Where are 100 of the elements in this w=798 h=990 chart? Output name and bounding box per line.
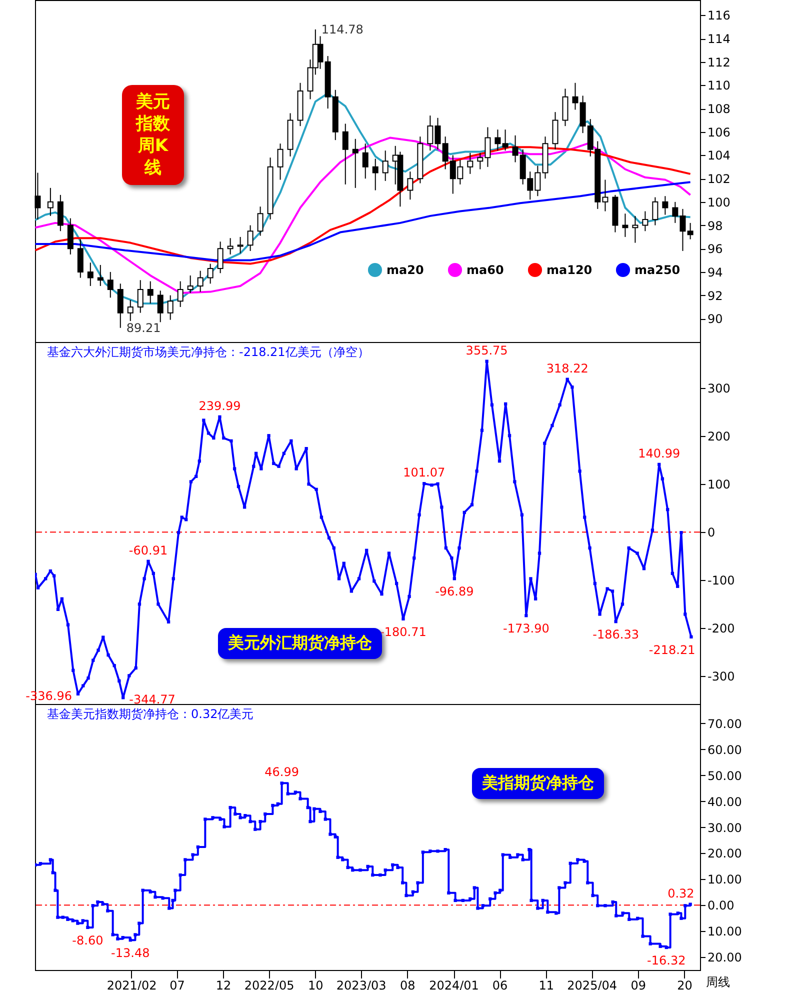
x-tick-label: 09 [630, 978, 646, 990]
annotation: 0.32 [668, 886, 694, 900]
candlestick [117, 283, 124, 328]
candlestick [167, 294, 174, 320]
y-tick-label: 40.00 [708, 794, 742, 809]
line-series [35, 181, 692, 262]
candlestick [177, 280, 184, 308]
y-tick-label: 300 [708, 382, 730, 396]
y-tick-label: 10.00 [708, 924, 742, 939]
annotation: 89.21 [126, 320, 161, 335]
annotation: -96.89 [435, 584, 474, 599]
candlestick [77, 238, 84, 278]
y-tick-label: 90 [708, 312, 723, 326]
candlestick [57, 194, 64, 232]
y-tick-label: 70.00 [708, 716, 742, 731]
candlestick [237, 236, 244, 254]
annotation: -60.91 [128, 543, 168, 558]
candlestick [622, 213, 628, 238]
candlestick [137, 280, 144, 314]
legend-label: ma120 [546, 262, 592, 277]
y-tick-label: 100 [708, 195, 730, 210]
x-tick-label: 12 [216, 978, 232, 990]
candlestick [247, 224, 254, 252]
y-tick-label: 92 [708, 288, 723, 303]
candlestick [502, 129, 508, 152]
label-box: 美指期货净持仓 [472, 768, 604, 799]
y-tick-label: 116 [708, 8, 730, 23]
x-tick-label: 07 [170, 978, 185, 990]
y-tick-label: 30.00 [708, 820, 742, 835]
candlestick [562, 88, 568, 127]
candlestick [67, 218, 74, 255]
candlestick [157, 290, 164, 323]
candlestick [207, 263, 214, 284]
candlestick [382, 150, 388, 182]
y-tick-label: 0 [708, 526, 716, 540]
annotation: 355.75 [466, 343, 508, 358]
chart-title: 基金六大外汇期货市场美元净持仓：-218.21亿美元（净空） [47, 345, 370, 359]
y-tick-label: 50.00 [708, 768, 742, 783]
annotation: -16.32 [647, 953, 686, 968]
y-tick-label: 200 [708, 430, 730, 444]
candlestick [467, 152, 474, 174]
candlestick [407, 171, 414, 200]
y-tick-label: 60.00 [708, 742, 742, 757]
label-box: 美元指数周K线 [122, 85, 184, 185]
y-tick-label: 100 [708, 478, 730, 492]
candlestick [572, 82, 578, 110]
chart-title: 基金美元指数期货净持仓：0.32亿美元 [47, 707, 254, 721]
y-tick-label: 104 [708, 148, 730, 163]
x-tick-label: 10 [308, 978, 324, 990]
candlestick [642, 210, 648, 232]
legend-label: ma20 [386, 262, 424, 277]
y-tick-label: 96 [708, 242, 723, 256]
candlestick [372, 158, 378, 191]
y-tick-label: -200 [708, 622, 735, 636]
candlestick [97, 264, 104, 286]
x-tick-label: 11 [538, 978, 554, 990]
y-tick-label: -300 [708, 670, 735, 684]
candlestick [662, 196, 668, 216]
candlestick [427, 115, 434, 152]
label-box: 美元外汇期货净持仓 [218, 628, 382, 659]
y-tick-label: -100 [708, 574, 735, 588]
candlestick [652, 196, 658, 226]
x-tick-label: 06 [492, 978, 508, 990]
y-tick-label: 94 [708, 265, 723, 280]
y-tick-label: 106 [708, 125, 730, 140]
y-tick-label: 98 [708, 218, 723, 233]
annotation: 318.22 [546, 361, 588, 376]
candlestick [47, 187, 54, 216]
annotation: -186.33 [592, 628, 639, 642]
annotation: -13.48 [111, 946, 150, 960]
candlestick [227, 238, 234, 255]
y-tick-label: 112 [708, 55, 730, 70]
candlestick [632, 215, 638, 244]
y-tick-label: 108 [708, 102, 730, 116]
legend-label: ma250 [634, 262, 680, 277]
y-tick-label: 0.00 [708, 898, 734, 913]
x-tick-label: 08 [400, 978, 416, 990]
candlestick [352, 138, 358, 188]
y-tick-label: 20.00 [708, 950, 742, 965]
candlestick [552, 112, 558, 150]
candlestick [257, 206, 264, 236]
text: 周线 [706, 974, 730, 990]
annotation: -344.77 [129, 692, 176, 707]
candlestick [107, 271, 114, 298]
x-tick-label: 20 [677, 978, 692, 990]
annotation: 239.99 [198, 398, 241, 413]
candlestick [494, 129, 501, 152]
annotation: -218.21 [648, 642, 696, 657]
y-tick-label: 20.00 [708, 846, 742, 861]
candlestick [197, 270, 204, 292]
candlestick [342, 123, 348, 185]
candlestick [147, 280, 154, 304]
candlestick [87, 262, 94, 286]
annotation: 46.99 [264, 765, 299, 780]
candlestick [277, 143, 284, 180]
annotation: -8.60 [72, 933, 104, 948]
legend-label: ma60 [466, 262, 504, 277]
annotation: -173.90 [503, 622, 550, 636]
y-tick-label: 110 [708, 78, 730, 93]
y-tick-label: 102 [708, 172, 730, 186]
